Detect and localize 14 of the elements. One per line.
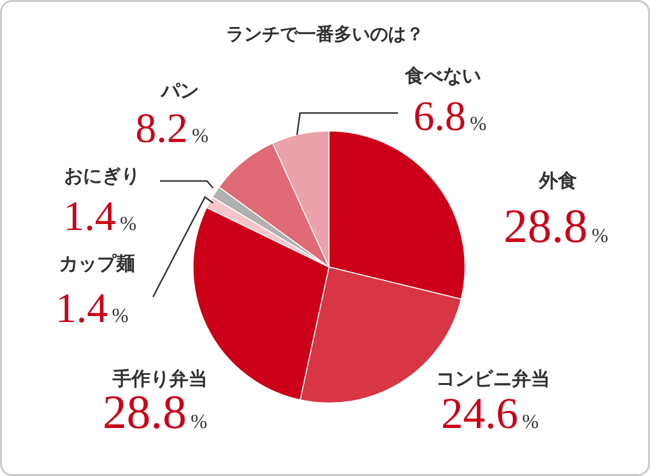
slice-label: パン <box>160 80 199 102</box>
data-label: 1.4% <box>63 194 137 240</box>
data-label: 1.4% <box>55 286 129 332</box>
slice-label: 手作り弁当 <box>112 368 208 390</box>
slice-label: おにぎり <box>64 165 140 187</box>
data-label: 24.6% <box>441 389 539 438</box>
data-label: 28.8% <box>504 200 608 253</box>
slice-label: カップ麺 <box>59 253 135 275</box>
slice-label: 外食 <box>538 170 577 192</box>
slice-label: コンビニ弁当 <box>436 368 550 390</box>
slice-label: 食べない <box>404 65 481 87</box>
data-label: 8.2% <box>135 106 209 152</box>
chart-title: ランチで一番多いのは？ <box>225 23 425 46</box>
data-label: 6.8% <box>413 94 487 140</box>
